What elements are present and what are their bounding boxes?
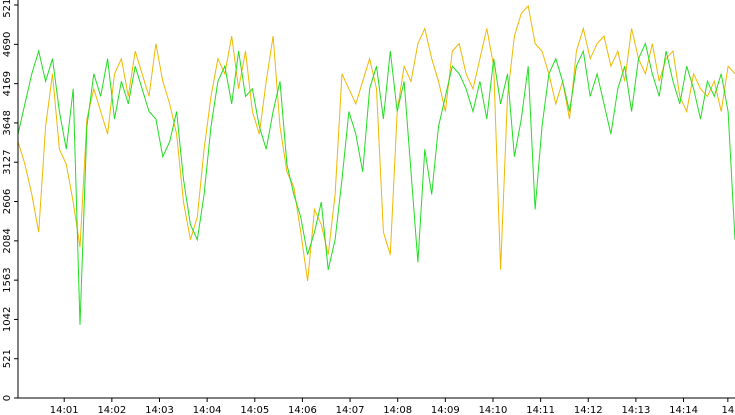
x-tick-label: 14:12	[574, 405, 603, 415]
x-tick-label: 14:11	[526, 405, 555, 415]
x-tick-label: 14:14	[669, 405, 698, 415]
x-tick-label: 14:02	[97, 405, 126, 415]
x-tick-label: 14:07	[336, 405, 365, 415]
y-tick-label: 4690	[2, 32, 13, 57]
y-tick-label: 5212	[2, 0, 13, 18]
x-tick-label: 14:06	[288, 405, 317, 415]
y-tick-label: 1042	[2, 307, 13, 332]
series-line	[17, 42, 735, 325]
series-line	[17, 4, 735, 282]
x-tick-label: 14:10	[479, 405, 508, 415]
x-tick-label: 14:09	[431, 405, 460, 415]
x-tick-label: 14:08	[383, 405, 412, 415]
x-tick-label: 14:05	[240, 405, 269, 415]
y-tick-label: 3648	[2, 110, 13, 135]
x-tick-label: 14:01	[50, 405, 79, 415]
y-tick-label: 2606	[2, 189, 13, 214]
y-tick-label: 0	[2, 395, 13, 401]
x-tick-label: 14:03	[145, 405, 174, 415]
x-tick-label: 14:04	[193, 405, 222, 415]
y-tick-label: 521	[2, 349, 13, 368]
y-tick-label: 3127	[2, 149, 13, 174]
x-tick-label: 14:13	[621, 405, 650, 415]
y-tick-label: 1563	[2, 267, 13, 292]
y-tick-label: 4169	[2, 71, 13, 96]
x-tick-label: 14	[721, 405, 734, 415]
y-tick-label: 2084	[2, 228, 13, 253]
